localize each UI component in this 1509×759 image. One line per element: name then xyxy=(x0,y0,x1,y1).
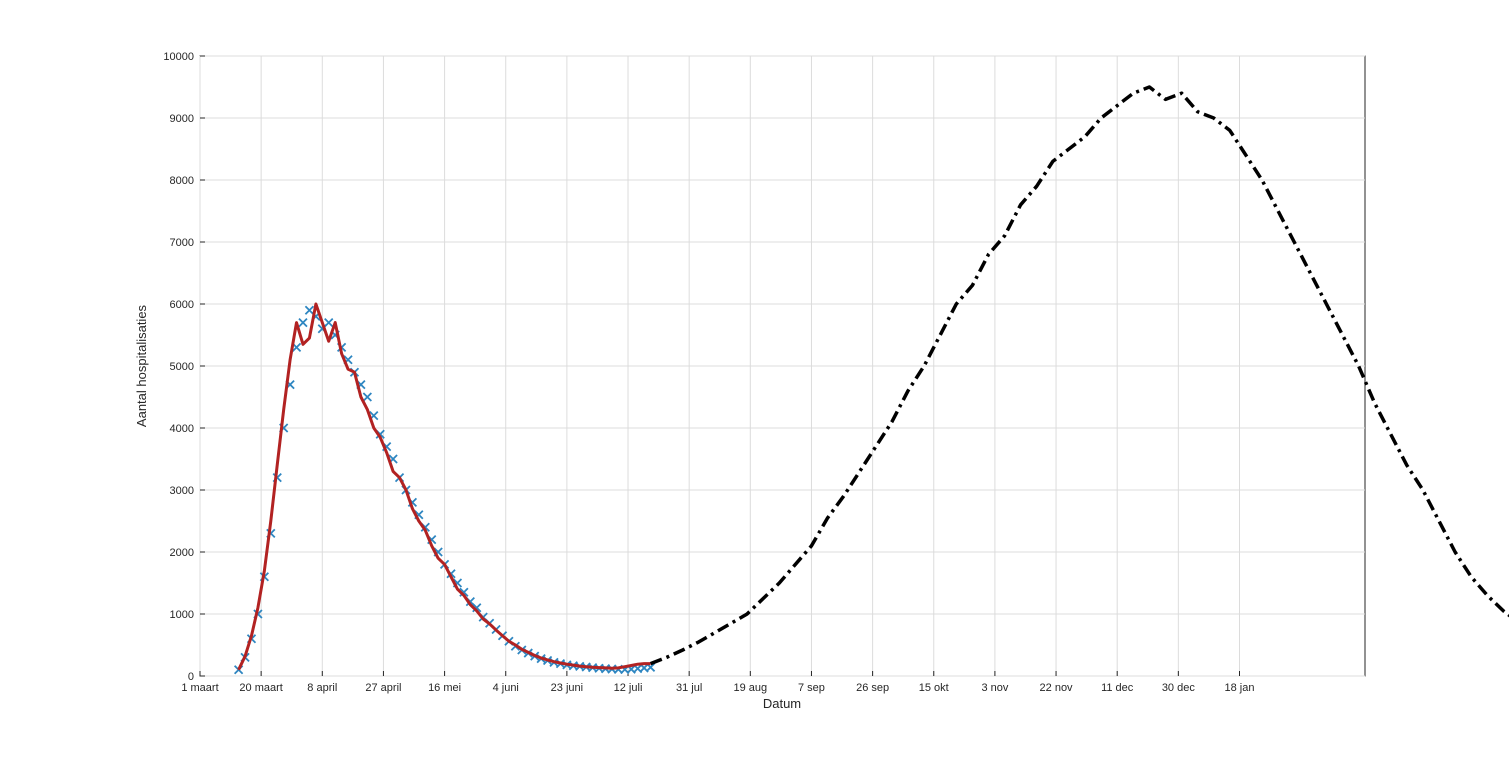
data-point-marker xyxy=(362,392,372,402)
y-tick-label: 8000 xyxy=(170,175,194,187)
y-tick-label: 4000 xyxy=(170,423,194,435)
y-tick-label: 7000 xyxy=(170,237,194,249)
x-tick-label: 26 sep xyxy=(856,682,889,694)
y-axis-label: Aantal hospitalisaties xyxy=(134,304,149,427)
x-axis-label: Datum xyxy=(763,696,801,711)
model-fit-line xyxy=(237,302,651,671)
data-point-marker xyxy=(324,317,334,328)
x-tick-label: 11 dec xyxy=(1101,682,1134,694)
x-tick-label: 23 juni xyxy=(551,682,583,694)
x-tick-label: 4 juni xyxy=(493,682,519,694)
y-tick-label: 3000 xyxy=(170,485,194,497)
x-tick-label: 20 maart xyxy=(239,682,282,694)
data-point-marker xyxy=(459,587,469,597)
x-tick-label: 1 maart xyxy=(181,682,218,694)
y-tick-label: 9000 xyxy=(170,113,194,125)
x-tick-label: 7 sep xyxy=(798,682,825,694)
x-tick-label: 3 nov xyxy=(981,682,1008,694)
x-axis-ticks: 1 maart 20 maart 8 april 27 april 16 mei 4 ju… xyxy=(181,671,1254,694)
data-point-marker xyxy=(298,317,308,328)
x-tick-label: 8 april xyxy=(307,682,337,694)
data-point-marker xyxy=(472,603,482,613)
x-tick-label: 30 dec xyxy=(1162,682,1196,694)
x-tick-label: 19 aug xyxy=(733,682,767,694)
x-tick-label: 16 mei xyxy=(428,682,461,694)
y-tick-label: 10000 xyxy=(163,51,194,63)
projection-line xyxy=(649,85,1509,666)
grid-lines xyxy=(199,55,1365,677)
x-tick-label: 27 april xyxy=(365,682,401,694)
y-tick-label: 2000 xyxy=(170,547,194,559)
series-group xyxy=(233,85,1509,675)
x-tick-label: 15 okt xyxy=(919,682,949,694)
y-tick-label: 6000 xyxy=(170,299,194,311)
y-tick-label: 5000 xyxy=(170,361,194,373)
x-tick-label: 12 juli xyxy=(614,682,643,694)
x-tick-label: 18 jan xyxy=(1224,682,1254,694)
y-tick-label: 0 xyxy=(188,671,194,683)
x-tick-label: 31 jul xyxy=(676,682,702,694)
y-tick-label: 1000 xyxy=(170,609,194,621)
x-tick-label: 22 nov xyxy=(1040,682,1074,694)
y-axis-ticks: 0 1000 2000 3000 4000 5000 6000 7000 8000 9000 100… xyxy=(163,51,205,683)
